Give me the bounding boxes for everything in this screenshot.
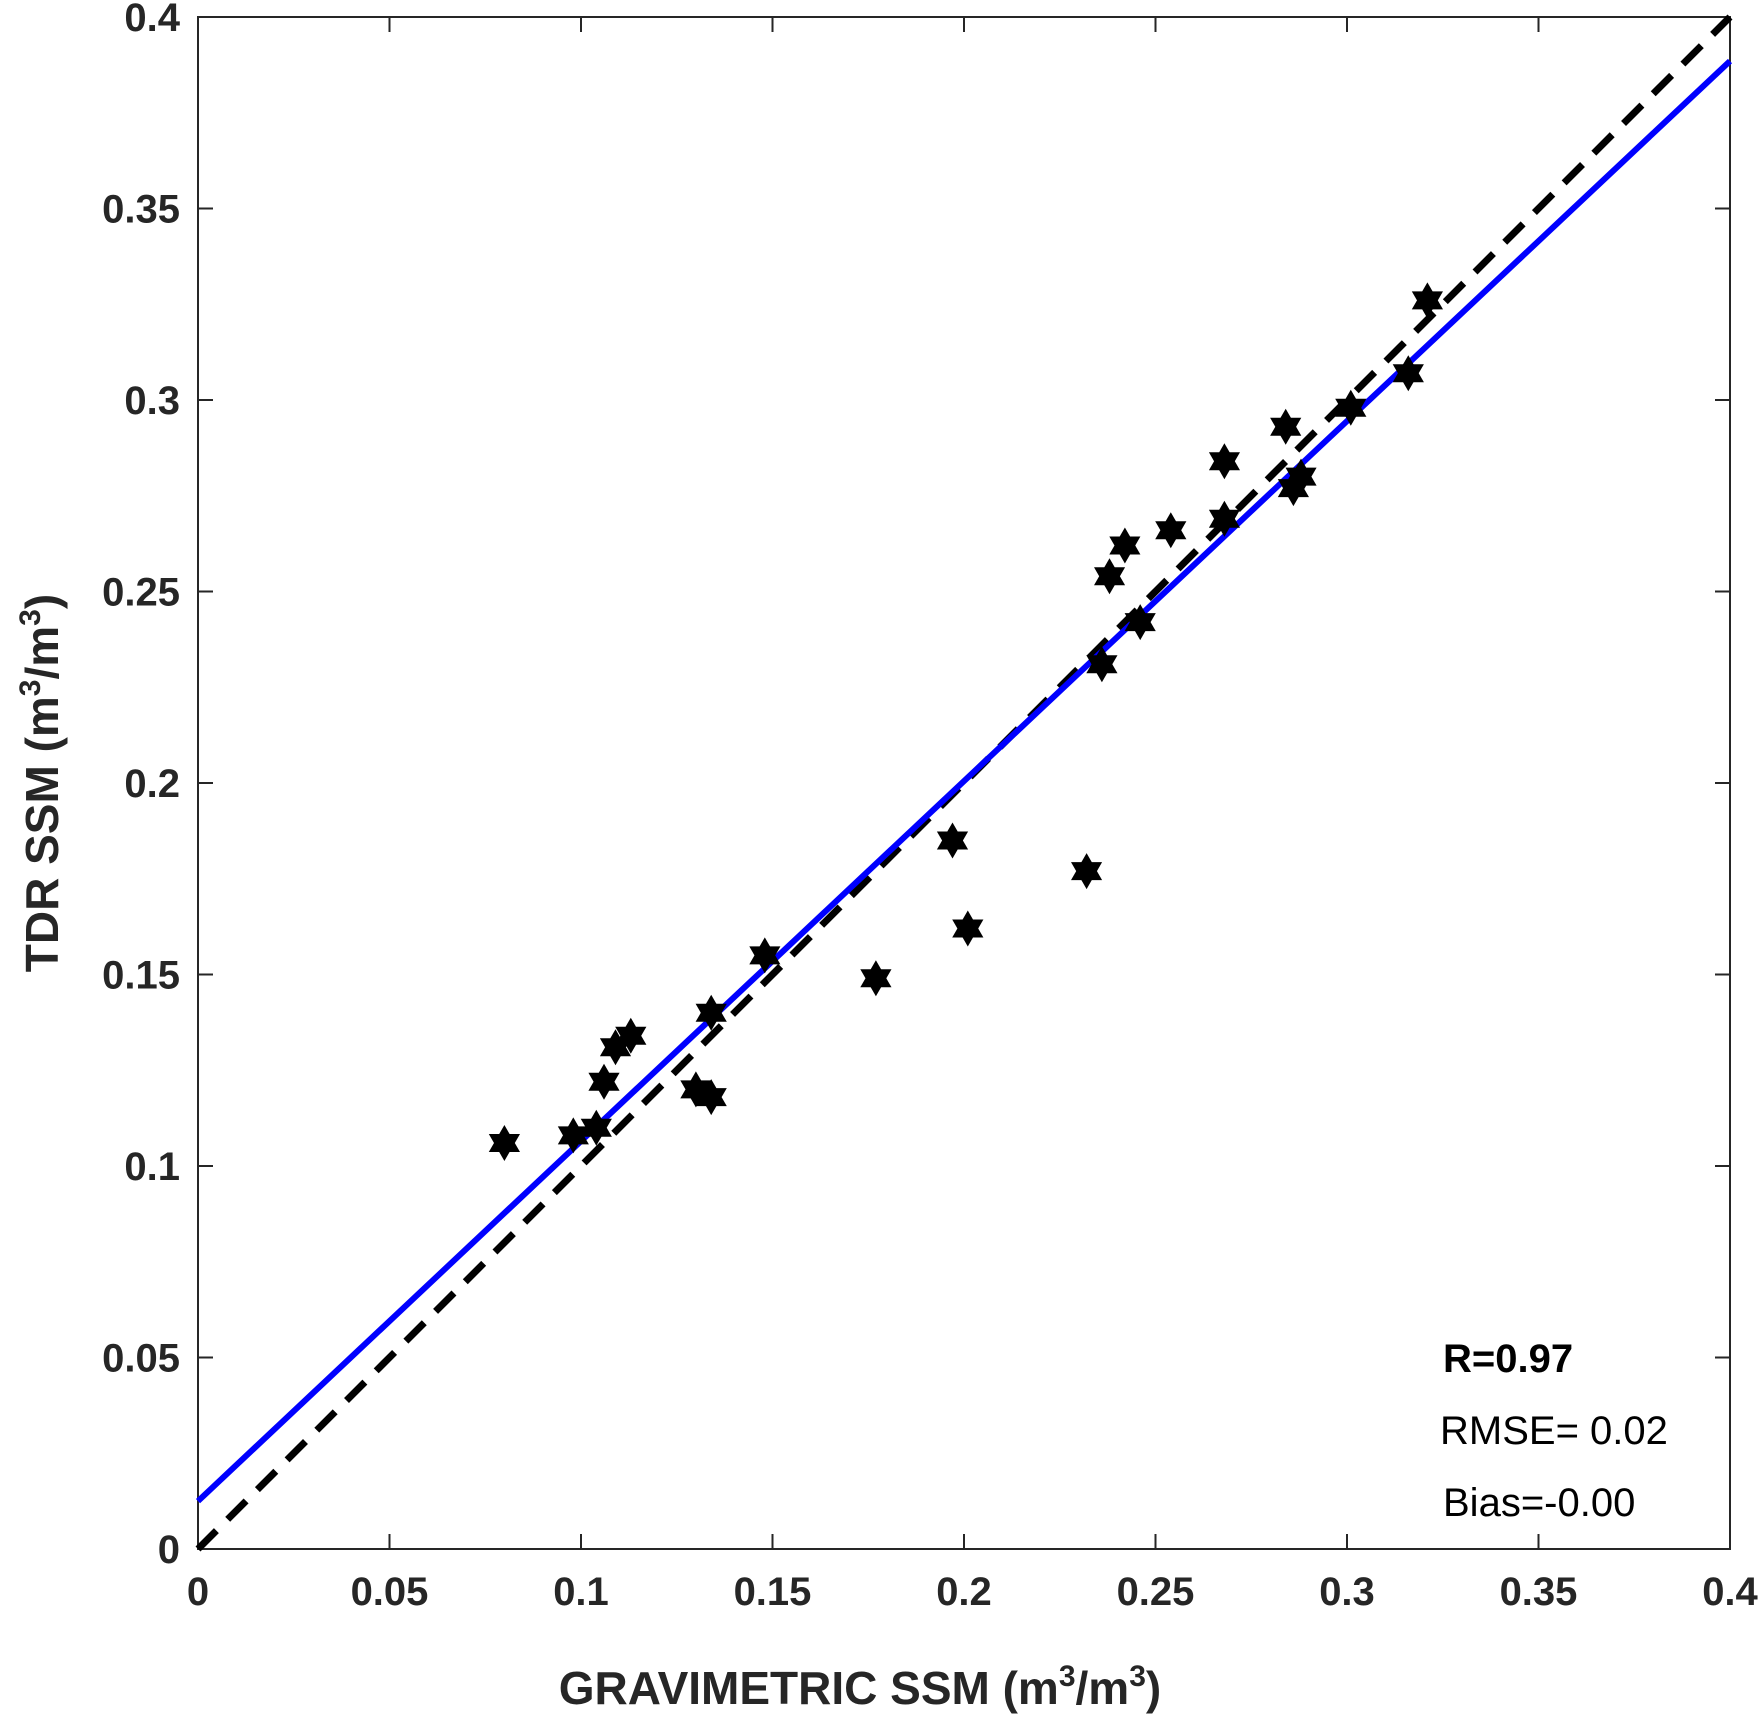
data-point bbox=[1208, 443, 1240, 480]
x-tick-label: 0.15 bbox=[734, 1570, 812, 1614]
y-tick-label: 0.05 bbox=[102, 1337, 180, 1381]
y-tick-label: 0.35 bbox=[102, 188, 180, 232]
data-point bbox=[860, 960, 892, 997]
data-point bbox=[695, 1079, 727, 1116]
stat-r: R=0.97 bbox=[1443, 1337, 1573, 1381]
data-point bbox=[1392, 355, 1424, 392]
data-point bbox=[1124, 604, 1156, 641]
x-tick-labels: 0 0.05 0.1 0.15 0.2 0.25 0.3 0.35 0.4 bbox=[187, 1570, 1759, 1614]
data-point bbox=[749, 937, 781, 974]
x-tick-label: 0.05 bbox=[351, 1570, 429, 1614]
x-axis-title-sup1: 3 bbox=[1059, 1660, 1076, 1693]
data-point bbox=[615, 1017, 647, 1054]
data-point bbox=[488, 1125, 520, 1161]
data-point bbox=[695, 994, 727, 1031]
y-axis-title-main: TDR SSM (m bbox=[16, 696, 68, 972]
data-point bbox=[936, 822, 969, 859]
y-tick-label: 0.25 bbox=[102, 571, 180, 615]
reference-lines bbox=[195, 14, 1733, 1552]
tick-marks bbox=[197, 16, 1731, 1550]
x-tick-label: 0.1 bbox=[553, 1570, 609, 1614]
data-point bbox=[588, 1063, 620, 1100]
data-point bbox=[1155, 512, 1187, 549]
data-point bbox=[1270, 408, 1302, 445]
y-tick-label: 0 bbox=[158, 1528, 180, 1572]
y-tick-label: 0.15 bbox=[102, 954, 180, 998]
x-tick-label: 0.3 bbox=[1319, 1570, 1375, 1614]
x-axis-title: GRAVIMETRIC SSM (m3/m3) bbox=[559, 1660, 1161, 1714]
y-tick-label: 0.1 bbox=[124, 1145, 180, 1189]
data-point bbox=[580, 1109, 612, 1146]
stat-bias: Bias=-0.00 bbox=[1443, 1481, 1635, 1525]
data-point bbox=[1285, 458, 1317, 495]
data-point bbox=[1208, 500, 1240, 537]
data-point bbox=[1094, 558, 1126, 595]
data-point bbox=[1411, 282, 1443, 319]
x-tick-label: 0.35 bbox=[1500, 1570, 1578, 1614]
y-axis-title-sup1: 3 bbox=[14, 680, 47, 697]
regression-fit-line bbox=[195, 58, 1733, 1504]
data-point bbox=[1109, 527, 1141, 564]
y-tick-label: 0.2 bbox=[124, 762, 180, 806]
data-point bbox=[952, 910, 984, 947]
x-axis-title-mid: /m bbox=[1076, 1662, 1130, 1714]
y-axis-title-sup2: 3 bbox=[14, 609, 47, 626]
x-axis-title-end: ) bbox=[1146, 1662, 1161, 1714]
x-tick-label: 0.4 bbox=[1702, 1570, 1758, 1614]
y-axis-title-mid: /m bbox=[16, 626, 68, 680]
x-tick-label: 0 bbox=[187, 1570, 209, 1614]
y-tick-labels: 0 0.05 0.1 0.15 0.2 0.25 0.3 0.35 0.4 bbox=[102, 0, 181, 1572]
data-points bbox=[488, 282, 1443, 1161]
x-tick-label: 0.2 bbox=[936, 1570, 992, 1614]
data-point bbox=[1335, 389, 1367, 426]
y-tick-label: 0.3 bbox=[124, 379, 180, 423]
data-point bbox=[1071, 853, 1103, 890]
stat-rmse: RMSE= 0.02 bbox=[1440, 1409, 1668, 1453]
one-to-one-line bbox=[195, 14, 1733, 1552]
x-axis-title-sup2: 3 bbox=[1129, 1660, 1146, 1693]
x-tick-label: 0.25 bbox=[1117, 1570, 1195, 1614]
y-axis-title-end: ) bbox=[16, 594, 68, 609]
data-point bbox=[1086, 646, 1118, 683]
data-point bbox=[599, 1029, 632, 1066]
x-axis-title-main: GRAVIMETRIC SSM (m bbox=[559, 1662, 1059, 1714]
y-tick-label: 0.4 bbox=[124, 0, 180, 40]
data-point bbox=[557, 1117, 589, 1154]
y-axis-title: TDR SSM (m3/m3) bbox=[14, 594, 68, 972]
